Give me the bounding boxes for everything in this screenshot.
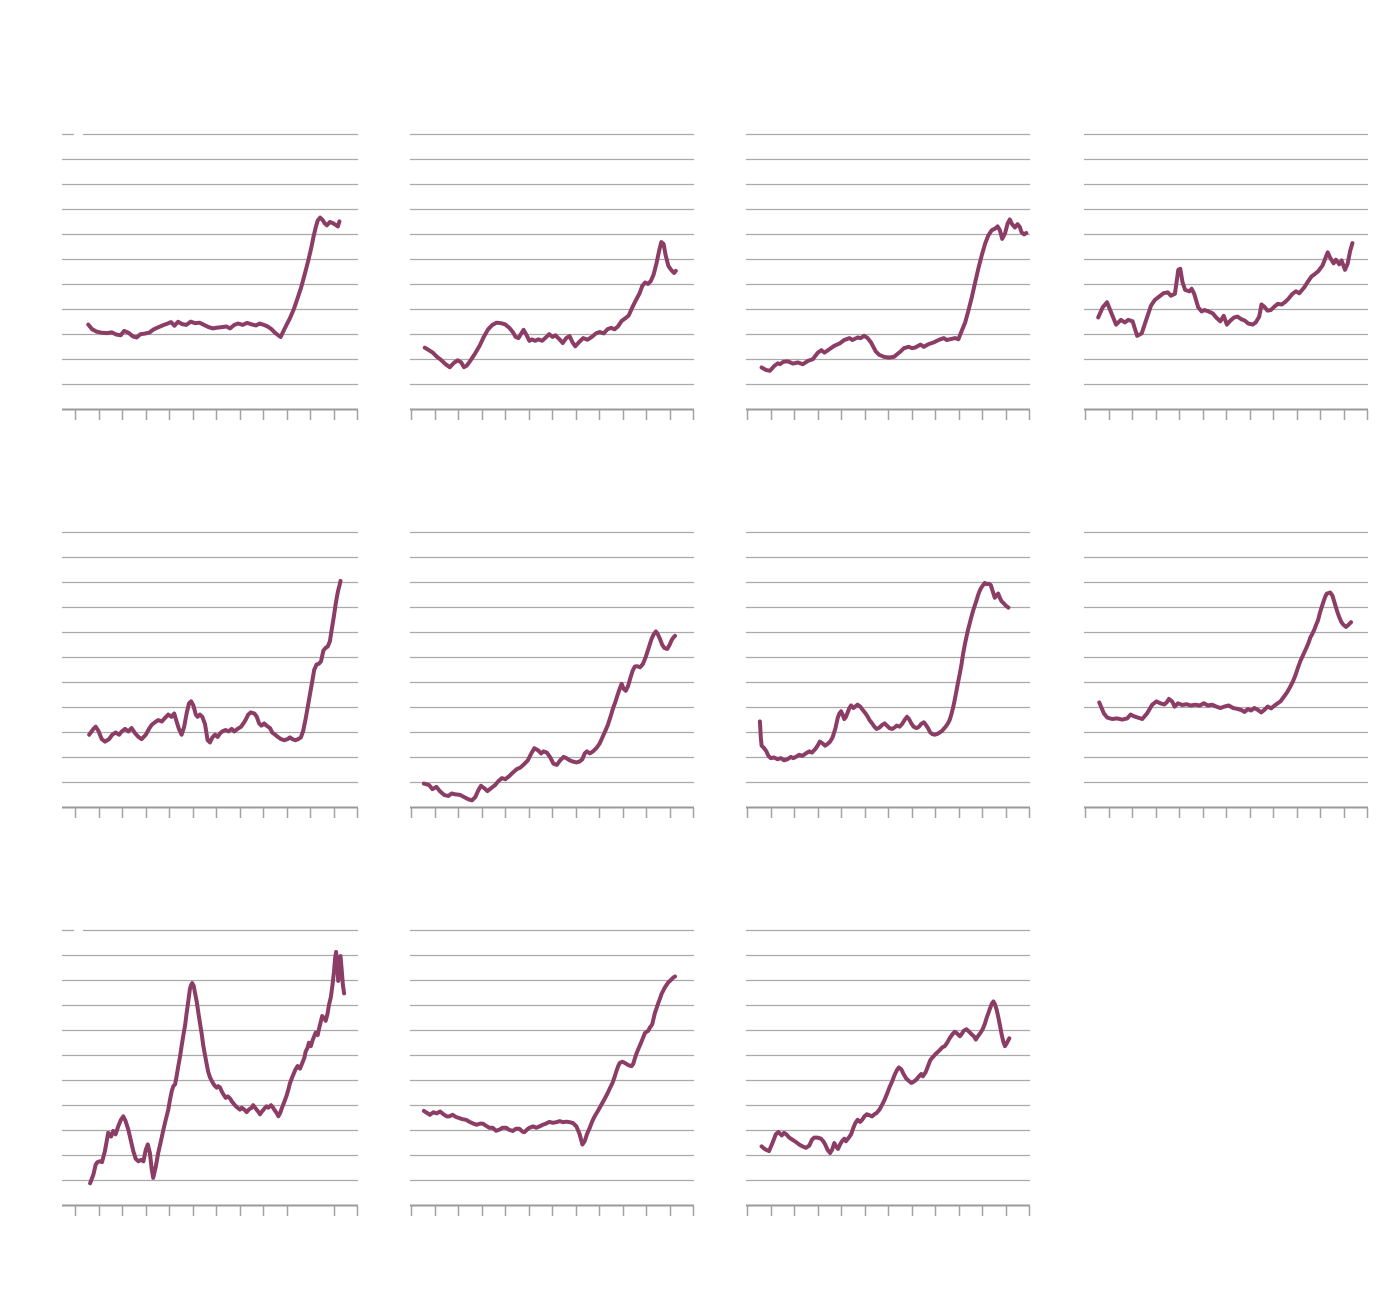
chart-row3-col3 — [746, 928, 1031, 1218]
chart-row2-col2 — [410, 530, 695, 820]
chart-row3-col1 — [62, 928, 359, 1218]
chart-row3-col2 — [410, 928, 695, 1218]
chart-row1-col3 — [746, 132, 1031, 422]
chart-row2-col3 — [746, 530, 1031, 820]
chart-row1-col2 — [410, 132, 695, 422]
chart-row1-col1 — [62, 132, 359, 422]
chart-row2-col4 — [1084, 530, 1369, 820]
chart-row1-col4 — [1084, 132, 1369, 422]
chart-row2-col1 — [62, 530, 359, 820]
